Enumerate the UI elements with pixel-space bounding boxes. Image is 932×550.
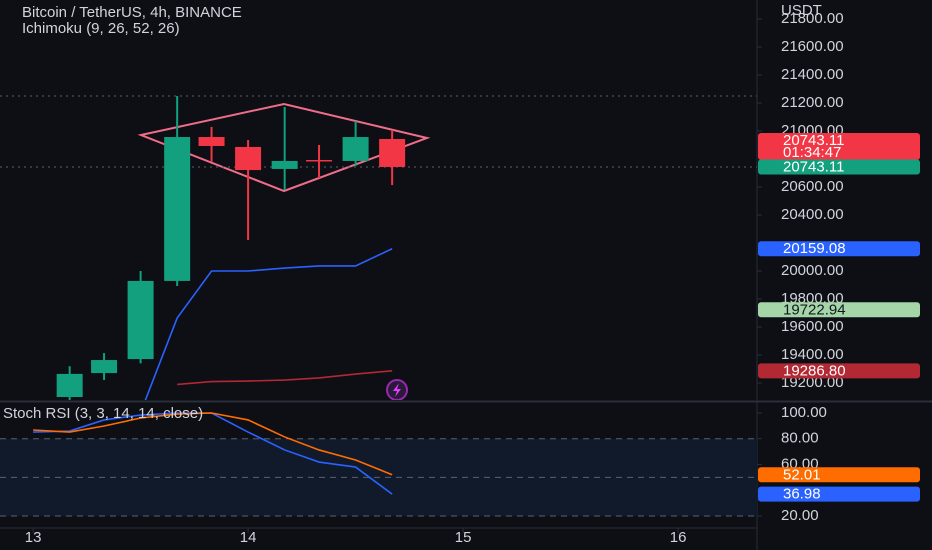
- candle-body: [127, 280, 154, 360]
- candle-body: [164, 137, 191, 281]
- x-tick-label: 14: [240, 529, 257, 546]
- lightning: [393, 383, 401, 397]
- x-tick-label: 16: [670, 529, 687, 546]
- price-label-box: [758, 132, 920, 160]
- price-label-box: [758, 159, 920, 175]
- indicator-line: [33, 412, 393, 476]
- stoch-pane: [0, 412, 757, 517]
- price-label-box: [758, 363, 920, 379]
- price-label: 20159.08: [783, 240, 846, 257]
- y-tick-label: 21800.00: [781, 10, 844, 27]
- price-axis: 21800.0021600.0021400.0021200.0021000.00…: [757, 10, 920, 524]
- price-label: 52.01: [783, 466, 821, 483]
- countdown: 01:34:47: [783, 144, 841, 161]
- currency: USDT: [781, 2, 822, 19]
- candle-body: [306, 159, 333, 162]
- symbol-title: Bitcoin / TetherUS, 4h, BINANCE: [22, 4, 242, 21]
- y-tick-label: 21600.00: [781, 38, 844, 55]
- price-label: 20743.11: [783, 132, 844, 149]
- candle-body: [198, 137, 225, 146]
- y-tick-label: 100.00: [781, 404, 827, 421]
- candle-body: [379, 138, 406, 167]
- y-tick-label: 20400.00: [781, 206, 844, 223]
- indicator-line: [144, 248, 393, 400]
- x-tick-label: 15: [455, 529, 472, 546]
- price-label: 20743.11: [783, 158, 844, 175]
- price-label-box: [758, 302, 920, 318]
- price-label: 19722.94: [783, 301, 846, 318]
- candle-body: [56, 373, 83, 398]
- diamond-pattern: [137, 102, 431, 193]
- price-label-box: [758, 241, 920, 257]
- price-label-box: [758, 486, 920, 502]
- price-label: 19286.80: [783, 362, 846, 379]
- indicator-line: [177, 370, 393, 386]
- y-tick-label: 21400.00: [781, 66, 844, 83]
- candle-body: [342, 137, 369, 161]
- y-tick-label: 80.00: [781, 430, 819, 447]
- y-tick-label: 20000.00: [781, 262, 844, 279]
- candle-body: [235, 146, 262, 171]
- y-tick-label: 19400.00: [781, 346, 844, 363]
- main-pane: [0, 95, 757, 400]
- y-tick-label: 21200.00: [781, 94, 844, 111]
- candle-body: [271, 160, 298, 169]
- y-tick-label: 19600.00: [781, 318, 844, 335]
- x-tick-label: 13: [25, 529, 42, 546]
- candle-body: [91, 360, 118, 374]
- y-tick-label: 20.00: [781, 507, 819, 524]
- price-label-box: [758, 467, 920, 483]
- price-label: 36.98: [783, 486, 821, 503]
- y-tick-label: 20600.00: [781, 178, 844, 195]
- indicator-title: Ichimoku (9, 26, 52, 26): [22, 20, 180, 37]
- stoch-title: Stoch RSI (3, 3, 14, 14, close): [3, 405, 203, 422]
